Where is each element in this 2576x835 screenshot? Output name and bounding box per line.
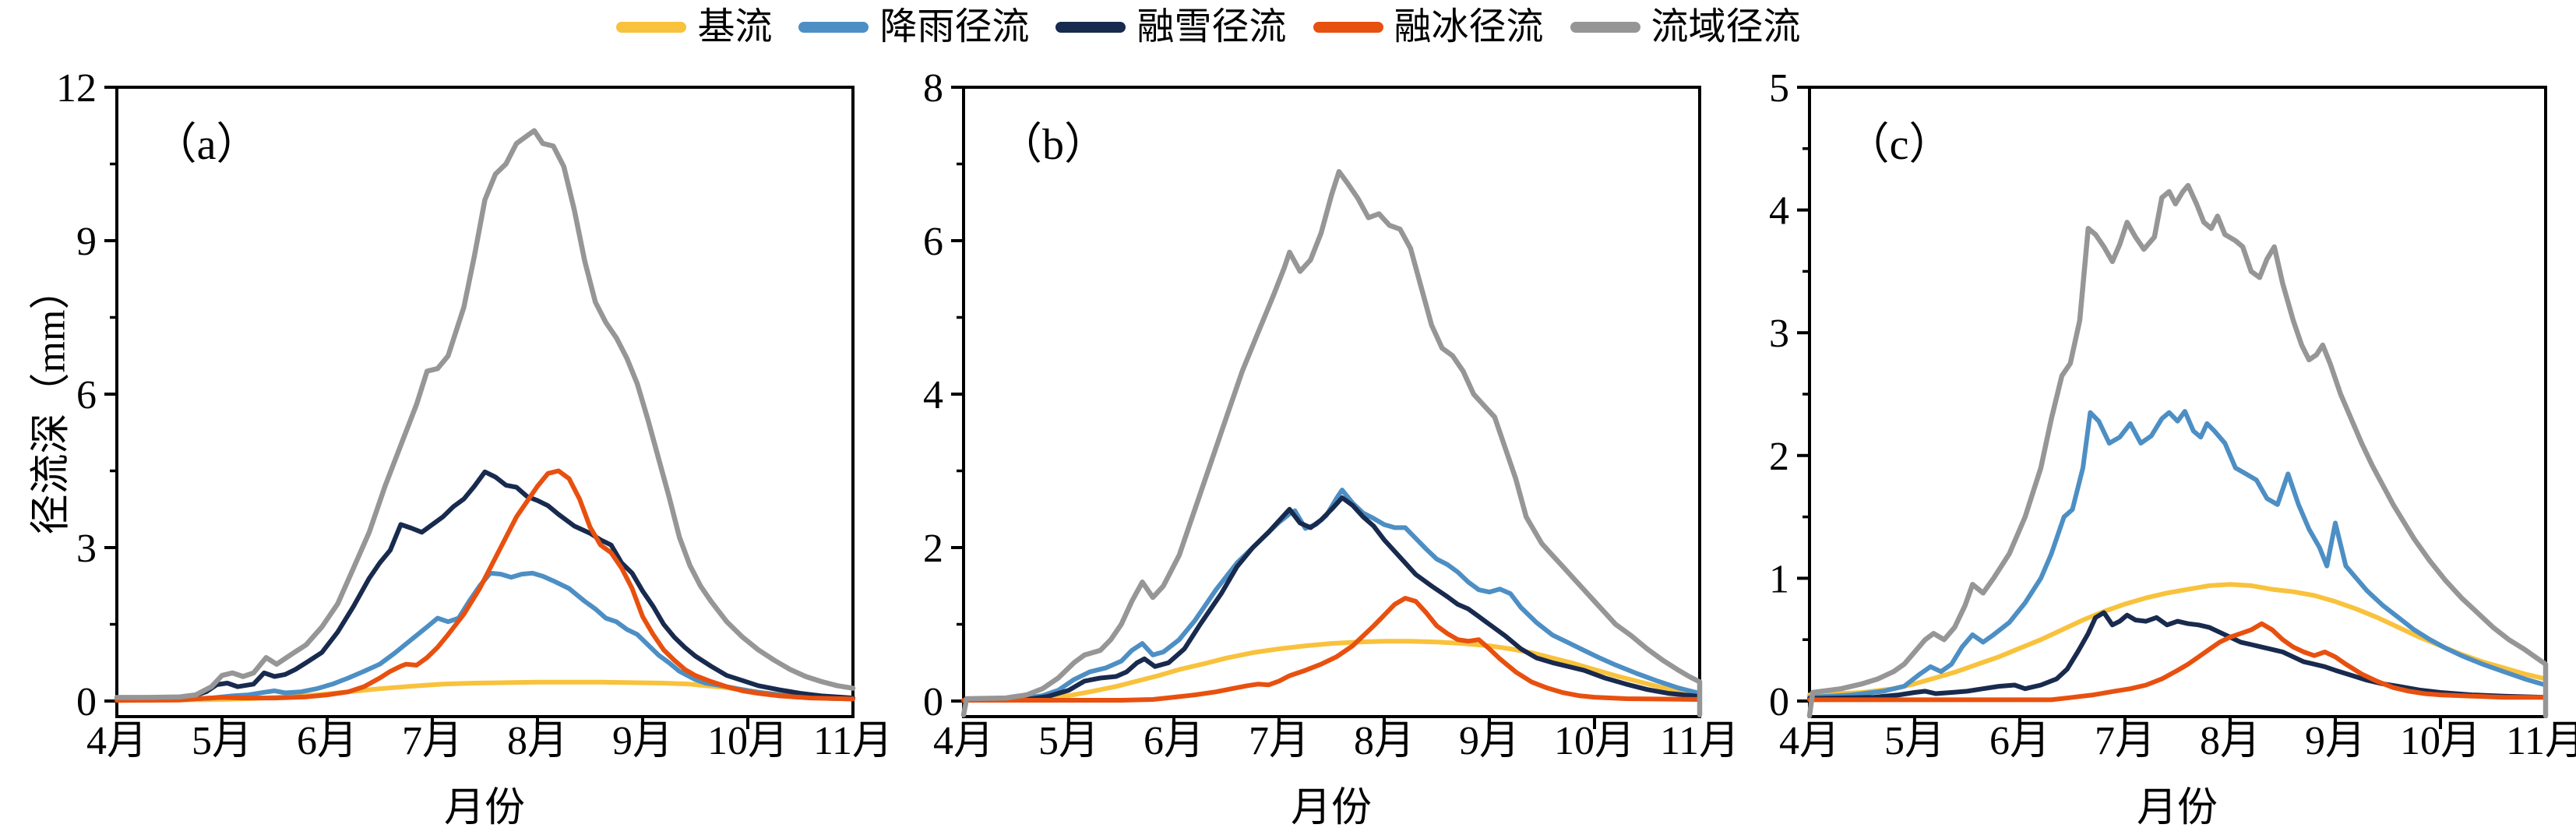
line-rainfall-runoff-c [1807, 409, 2548, 700]
x-tick-label: 10月 [707, 719, 788, 763]
line-snowmelt-runoff-b [961, 495, 1702, 703]
x-tick-label: 7月 [1249, 719, 1309, 763]
y-tick-label: 9 [76, 220, 97, 264]
x-tick-label: 8月 [2200, 719, 2261, 763]
panel-b-label: （b） [999, 121, 1108, 169]
line-rainfall-runoff-a [115, 570, 855, 703]
x-axis-title-a: 月份 [443, 786, 526, 830]
x-tick-label: 4月 [86, 719, 147, 763]
basin-runoff-line-swatch-icon [1570, 22, 1640, 33]
panel-a: 4月 5月 6月 7月 8月 9月 10月 11月 0 3 6 9 12 [56, 66, 893, 763]
snowmelt-runoff-line-swatch-icon [1055, 22, 1126, 33]
line-baseflow-c [1807, 582, 2548, 698]
line-snowmelt-runoff-c [1807, 610, 2548, 701]
x-tick-label: 5月 [1884, 719, 1945, 763]
rainfall-runoff-line-swatch-icon [798, 22, 869, 33]
y-tick-label: 2 [923, 527, 943, 571]
icemelt-runoff-line-swatch-icon [1313, 22, 1383, 33]
y-tick-label: 8 [923, 66, 943, 111]
x-tick-label: 9月 [612, 719, 673, 763]
x-tick-label: 6月 [1144, 719, 1204, 763]
x-tick-label: 7月 [2095, 719, 2155, 763]
line-basin-runoff-b [960, 169, 1703, 717]
y-tick-label: 6 [923, 220, 943, 264]
plot-frame-b [962, 86, 1701, 718]
y-tick-label: 0 [923, 680, 943, 724]
line-basin-runoff-c [1806, 182, 2549, 719]
legend-label: 降雨径流 [879, 6, 1030, 48]
y-tick-label: 1 [1769, 557, 1789, 601]
legend: 基流 降雨径流 融雪径流 融冰径流 流域径流 [0, 5, 2417, 50]
legend-item-basin-runoff: 流域径流 [1570, 5, 1801, 50]
y-tick-label: 5 [1769, 66, 1789, 111]
line-snowmelt-runoff-a [115, 469, 855, 703]
x-tick-label: 9月 [2305, 719, 2366, 763]
legend-item-baseflow: 基流 [616, 5, 772, 50]
line-icemelt-runoff-b [961, 596, 1702, 703]
y-tick-label: 0 [1769, 680, 1789, 724]
legend-item-rainfall-runoff: 降雨径流 [798, 5, 1029, 50]
y-axis-title: 径流深（mm） [29, 269, 74, 535]
x-tick-label: 11月 [2506, 719, 2576, 763]
x-tick-label: 5月 [1038, 719, 1099, 763]
x-tick-label: 9月 [1459, 719, 1520, 763]
x-tick-label: 8月 [507, 719, 568, 763]
y-tick-label: 4 [1769, 189, 1789, 234]
x-tick-label: 6月 [1989, 719, 2050, 763]
panel-a-label: （a） [153, 121, 260, 169]
line-basin-runoff-a [114, 128, 856, 700]
x-axis-title-c: 月份 [2136, 786, 2218, 830]
panel-c: 4月 5月 6月 7月 8月 9月 10月 11月 0 1 2 3 4 5 [1769, 66, 2576, 763]
line-icemelt-runoff-a [115, 468, 855, 703]
y-tick-label: 0 [76, 680, 97, 724]
y-tick-label: 6 [76, 373, 97, 418]
x-tick-label: 7月 [402, 719, 463, 763]
panel-c-label: （c） [1845, 121, 1953, 169]
legend-item-icemelt-runoff: 融冰径流 [1313, 5, 1544, 50]
line-icemelt-runoff-c [1807, 621, 2548, 703]
baseflow-line-swatch-icon [616, 22, 687, 33]
x-tick-label: 5月 [192, 719, 252, 763]
x-tick-label: 4月 [933, 719, 994, 763]
x-tick-label: 6月 [297, 719, 358, 763]
y-tick-label: 12 [56, 66, 97, 111]
y-tick-label: 2 [1769, 435, 1789, 479]
y-tick-label: 4 [923, 373, 943, 418]
plot-frame-a [115, 86, 855, 718]
x-axis-title-b: 月份 [1290, 786, 1373, 830]
legend-item-snowmelt-runoff: 融雪径流 [1055, 5, 1287, 50]
y-tick-label: 3 [76, 527, 97, 571]
y-tick-label: 3 [1769, 312, 1789, 356]
legend-label: 融冰径流 [1394, 6, 1544, 48]
panel-b: 4月 5月 6月 7月 8月 9月 10月 11月 0 2 4 6 8 [923, 66, 1739, 763]
legend-label: 融雪径流 [1136, 6, 1287, 48]
x-tick-label: 4月 [1779, 719, 1840, 763]
x-tick-label: 11月 [813, 719, 893, 763]
plot-frame-c [1808, 86, 2547, 718]
x-tick-label: 11月 [1660, 719, 1739, 763]
legend-label: 流域径流 [1651, 6, 1801, 48]
x-tick-label: 8月 [1354, 719, 1415, 763]
x-tick-label: 10月 [2400, 719, 2481, 763]
x-tick-label: 10月 [1554, 719, 1635, 763]
legend-label: 基流 [697, 6, 773, 48]
